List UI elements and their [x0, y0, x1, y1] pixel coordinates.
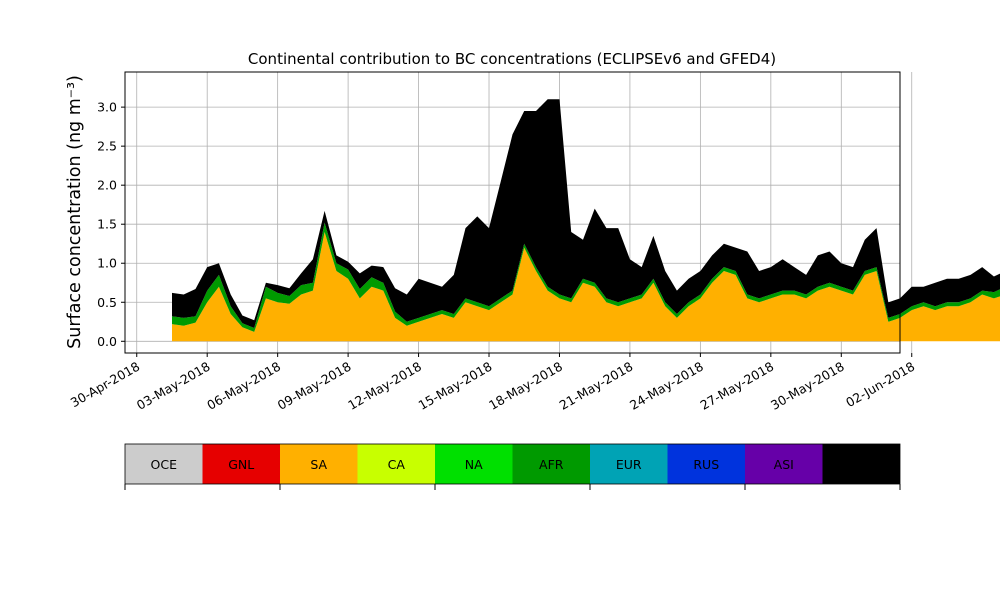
x-axis-ticks: 30-Apr-201803-May-201806-May-201809-May-…: [68, 353, 917, 413]
legend-swatch-eur: [590, 444, 668, 484]
y-tick-label: 1.5: [97, 217, 117, 232]
x-tick-label: 12-May-2018: [345, 359, 424, 413]
y-tick-label: 3.0: [97, 100, 117, 115]
y-tick-label: 0.0: [97, 334, 117, 349]
area-aus: [172, 99, 1000, 328]
legend-label-sa: SA: [310, 457, 327, 472]
legend-swatch-ca: [357, 444, 435, 484]
x-tick-label: 09-May-2018: [275, 359, 354, 413]
y-axis-label: Surface concentration (ng m⁻³): [65, 75, 85, 349]
x-tick-label: 02-Jun-2018: [843, 359, 917, 410]
legend-label-eur: EUR: [616, 457, 642, 472]
legend-swatch-rus: [667, 444, 745, 484]
legend-label-ca: CA: [388, 457, 406, 472]
legend-frame: [124, 443, 901, 485]
y-tick-label: 2.5: [97, 139, 117, 154]
x-tick-label: 03-May-2018: [134, 359, 213, 413]
legend-label-na: NA: [465, 457, 483, 472]
x-tick-label: 30-Apr-2018: [68, 359, 142, 411]
legend-swatch-gnl: [202, 444, 280, 484]
y-axis-ticks: 0.0 0.5 1.0 1.5 2.0 2.5 3.0: [97, 100, 125, 349]
legend-label-gnl: GNL: [228, 457, 254, 472]
area-sa: [172, 232, 1000, 342]
y-tick-label: 1.0: [97, 256, 117, 271]
legend-swatch-afr: [512, 444, 590, 484]
stacked-areas: [172, 99, 1000, 342]
legend-label-rus: RUS: [693, 457, 719, 472]
x-tick-label: 15-May-2018: [416, 359, 495, 413]
legend-swatch-sa: [280, 444, 358, 484]
x-tick-label: 06-May-2018: [204, 359, 283, 413]
legend-swatch-aus: [822, 444, 900, 484]
plot-frame: [124, 71, 901, 354]
y-tick-label: 0.5: [97, 295, 117, 310]
x-tick-label: 27-May-2018: [697, 359, 776, 413]
x-tick-label: 21-May-2018: [557, 359, 636, 413]
legend-label-oce: OCE: [151, 457, 178, 472]
legend-label-asi: ASI: [774, 457, 794, 472]
legend-colorbar: OCE GNL SA CA NA AFR EUR RUS ASI AUS: [124, 443, 901, 490]
legend-label-aus: AUS: [848, 457, 874, 472]
y-tick-label: 2.0: [97, 178, 117, 193]
legend-swatch-asi: [745, 444, 823, 484]
x-tick-label: 24-May-2018: [627, 359, 706, 413]
x-tick-label: 30-May-2018: [768, 359, 847, 413]
legend-swatch-na: [435, 444, 513, 484]
x-tick-label: 18-May-2018: [486, 359, 565, 413]
chart-title: Continental contribution to BC concentra…: [248, 50, 776, 68]
legend-swatch-oce: [125, 444, 203, 484]
legend-label-afr: AFR: [539, 457, 564, 472]
